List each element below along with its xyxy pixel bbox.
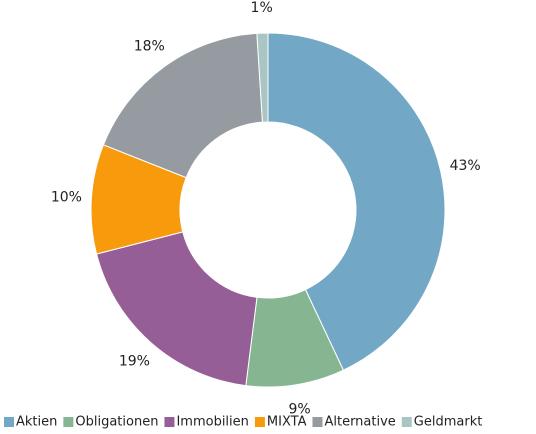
- legend-swatch: [164, 417, 175, 427]
- donut-slice: [102, 32, 264, 179]
- legend-swatch: [4, 417, 14, 427]
- legend-label: Aktien: [16, 415, 57, 430]
- legend-label: Geldmarkt: [414, 415, 483, 430]
- legend-label: Alternative: [324, 415, 395, 430]
- donut-slice: [95, 231, 258, 387]
- data-label: 19%: [119, 354, 150, 370]
- data-label: 1%: [251, 0, 273, 16]
- data-label: 9%: [288, 402, 310, 418]
- data-label: 18%: [134, 39, 165, 55]
- legend-label: Immobilien: [176, 415, 248, 430]
- data-label: 10%: [51, 189, 82, 205]
- legend-swatch: [63, 417, 74, 427]
- legend-swatch: [312, 417, 323, 427]
- donut-slice: [267, 32, 446, 371]
- legend-swatch: [254, 417, 265, 427]
- data-label: 43%: [450, 158, 481, 174]
- legend-label: Obligationen: [75, 415, 158, 430]
- legend-label: MIXTA: [267, 415, 307, 430]
- legend-swatch: [401, 417, 412, 427]
- donut-slice: [256, 32, 269, 123]
